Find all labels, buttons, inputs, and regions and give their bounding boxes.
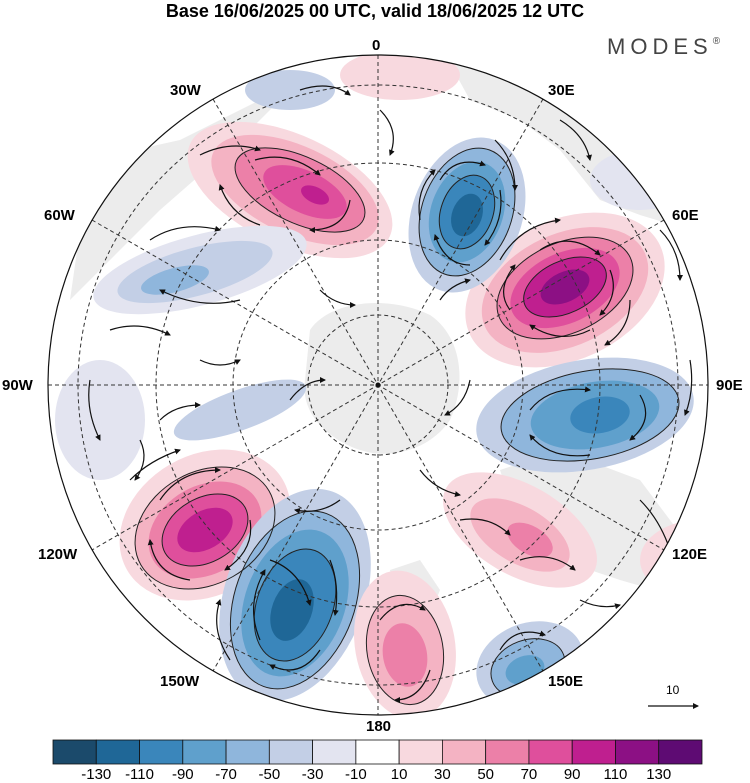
colorbar-swatch: [225, 739, 270, 765]
logo-text: MODES: [607, 34, 713, 59]
colorbar-tick-label: 70: [520, 766, 538, 783]
colorbar-swatch: [571, 739, 616, 765]
lon-label-120w: 120W: [38, 546, 78, 563]
colorbar-tick-label: -130: [81, 766, 112, 783]
colorbar-swatch: [658, 739, 703, 765]
lon-label-120e: 120E: [672, 546, 708, 563]
colorbar-tick-label: 50: [477, 766, 494, 783]
colorbar-tick-label: 110: [603, 766, 628, 783]
registered-mark: ®: [712, 36, 721, 47]
colorbar-tick-label: 30: [434, 766, 451, 783]
colorbar-tick-label: 130: [646, 766, 672, 783]
colorbar-tick-label: 10: [390, 766, 408, 783]
colorbar-tick-label: -10: [345, 766, 367, 783]
map-border: [47, 54, 709, 716]
colorbar-swatch: [95, 739, 140, 765]
colorbar-tick-label: -70: [215, 766, 237, 783]
colorbar-tick-label: -30: [301, 766, 324, 783]
colorbar-swatch: [485, 739, 530, 765]
colorbar-swatch: [312, 739, 357, 765]
contour-lines: [134, 147, 680, 706]
colorbar-tick-label: -110: [125, 766, 154, 783]
colorbar-swatch: [398, 739, 443, 765]
lon-label-60e: 60E: [672, 207, 699, 224]
colorbar-tick-label: -50: [258, 766, 281, 783]
colorbar-swatch: [441, 739, 487, 765]
modes-logo: MODES®: [607, 34, 720, 60]
colorbar-tick-label: 90: [563, 766, 581, 783]
reference-vector-label: 10: [666, 683, 680, 697]
colorbar: [52, 739, 703, 765]
lon-label-150w: 150W: [160, 673, 200, 690]
lon-label-30w: 30W: [170, 82, 201, 99]
south-pole-marker: [375, 382, 381, 388]
colorbar-swatch: [139, 739, 184, 765]
lon-label-0: 0: [372, 37, 381, 54]
colorbar-tick-label: -90: [171, 766, 194, 783]
map-disc: [48, 55, 708, 715]
colorbar-swatch: [268, 739, 314, 765]
page-title: Base 16/06/2025 00 UTC, valid 18/06/2025…: [165, 1, 585, 21]
colorbar-swatch: [615, 739, 660, 765]
lon-label-30e: 30E: [548, 82, 575, 99]
colorbar-swatch: [182, 739, 227, 765]
colorbar-swatch: [355, 739, 400, 765]
lon-label-60w: 60W: [44, 207, 75, 224]
colorbar-swatch: [52, 739, 97, 765]
lon-label-180: 180: [366, 718, 392, 735]
lon-label-150e: 150E: [548, 673, 584, 690]
lon-label-90e: 90E: [716, 377, 743, 394]
lon-label-90w: 90W: [2, 377, 33, 394]
colorbar-swatch: [528, 739, 573, 765]
